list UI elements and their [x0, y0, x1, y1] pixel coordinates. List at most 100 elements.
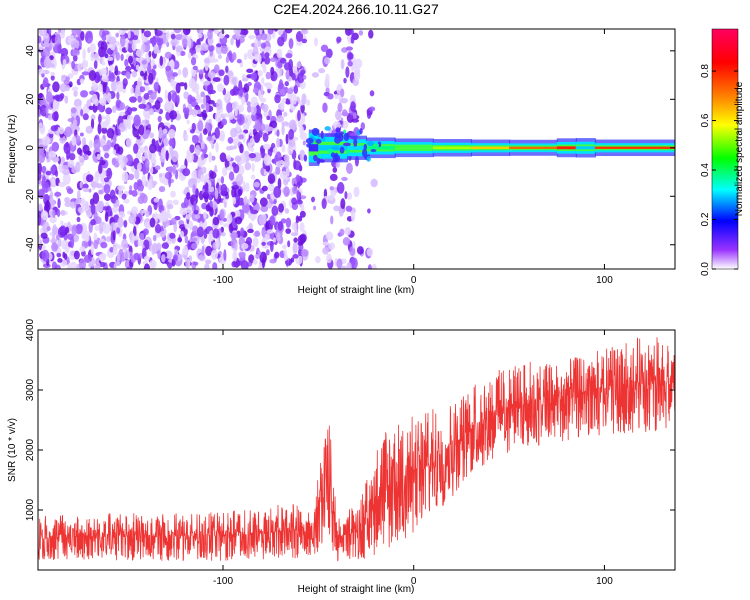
noise-blob	[43, 46, 51, 58]
spectrogram-panel: -100 0 100 -40 -20 0 20 40 Height of straight l…	[7, 28, 676, 296]
noise-blob	[301, 93, 307, 105]
noise-blob	[107, 56, 114, 61]
noise-blob	[132, 34, 139, 41]
noise-blob	[246, 101, 251, 107]
noise-blob	[269, 240, 274, 252]
noise-blob	[115, 261, 121, 267]
noise-blob	[187, 38, 192, 49]
colorbar-tick-label: 0.0	[700, 262, 711, 276]
noise-blob	[336, 36, 342, 43]
noise-blob	[284, 62, 292, 71]
noise-blob	[345, 205, 353, 212]
noise-blob	[277, 36, 285, 47]
noise-blob	[234, 216, 243, 225]
noise-blob	[139, 232, 145, 241]
noise-blob	[149, 38, 157, 45]
noise-blob	[49, 215, 57, 224]
noise-blob	[280, 218, 287, 224]
noise-blob	[115, 32, 119, 38]
noise-blob	[266, 193, 271, 200]
noise-blob	[64, 201, 72, 208]
noise-blob	[130, 86, 134, 94]
noise-blob	[195, 94, 202, 100]
noise-blob	[56, 252, 62, 258]
noise-blob	[252, 128, 258, 136]
noise-blob	[219, 32, 225, 39]
noise-blob	[64, 95, 69, 104]
noise-blob	[184, 82, 188, 90]
noise-blob	[104, 211, 109, 222]
noise-blob	[195, 188, 199, 199]
noise-blob	[189, 109, 197, 115]
noise-blob	[133, 55, 137, 67]
y-tick-label: 1000	[25, 498, 36, 521]
noise-blob	[291, 120, 295, 130]
colorbar-ticks: 0.0 0.2 0.4 0.6 0.8	[700, 64, 738, 276]
noise-blob	[70, 40, 77, 50]
noise-blob	[99, 160, 106, 166]
noise-blob	[327, 93, 334, 100]
noise-blob	[187, 52, 192, 59]
noise-blob	[69, 236, 75, 249]
noise-blob	[211, 58, 219, 63]
noise-blob	[188, 220, 194, 231]
noise-blob	[334, 93, 339, 100]
noise-blob	[181, 202, 187, 209]
noise-blob	[215, 142, 219, 153]
noise-blob	[186, 192, 191, 200]
noise-blob	[283, 154, 290, 163]
noise-blob	[353, 66, 361, 77]
snr-panel: -100 0 100 1000 2000 3000 4000 Height of strai…	[7, 318, 676, 595]
noise-blob	[299, 210, 306, 218]
noise-blob	[165, 65, 172, 72]
noise-blob	[281, 144, 286, 153]
noise-blob	[266, 115, 270, 121]
noise-blob	[65, 226, 70, 234]
noise-blob	[249, 138, 255, 145]
noise-blob	[295, 215, 300, 224]
noise-blob	[218, 69, 225, 77]
noise-blob	[158, 127, 163, 139]
noise-blob	[170, 33, 176, 40]
noise-blob	[350, 35, 355, 44]
noise-blob	[56, 209, 61, 218]
noise-blob	[71, 86, 79, 92]
noise-blob	[125, 154, 134, 166]
noise-blob	[234, 242, 238, 251]
noise-blob	[137, 95, 142, 103]
noise-blob	[108, 36, 117, 45]
noise-blob	[220, 183, 228, 195]
noise-blob	[207, 100, 215, 105]
noise-blob	[360, 122, 366, 130]
noise-blob	[192, 65, 198, 71]
noise-blob	[260, 146, 266, 159]
noise-blob	[64, 196, 71, 203]
colorbar-label: Normalized spectral amplitude	[734, 81, 745, 216]
noise-blob	[213, 29, 220, 35]
noise-blob	[276, 48, 283, 59]
noise-blob	[347, 29, 354, 35]
noise-blob	[282, 244, 287, 250]
noise-blob	[127, 29, 131, 39]
noise-blob	[61, 165, 69, 170]
noise-blob	[78, 258, 87, 269]
noise-blob	[153, 197, 160, 203]
noise-blob	[121, 193, 127, 200]
noise-blob	[202, 128, 208, 136]
noise-blob	[203, 211, 207, 219]
spectrogram-ylabel: Frequency (Hz)	[7, 115, 18, 184]
noise-blob	[297, 234, 306, 245]
noise-blob	[50, 71, 56, 76]
signal-track-core	[575, 146, 596, 150]
noise-blob	[158, 38, 162, 51]
noise-blob	[96, 201, 104, 213]
noise-blob	[41, 73, 45, 78]
noise-blob	[340, 59, 345, 70]
noise-blob	[227, 136, 234, 144]
signal-blob	[315, 138, 322, 144]
noise-blob	[296, 61, 302, 69]
noise-blob	[40, 232, 48, 239]
noise-blob	[79, 78, 85, 84]
noise-blob	[45, 106, 49, 115]
noise-blob	[301, 38, 308, 44]
